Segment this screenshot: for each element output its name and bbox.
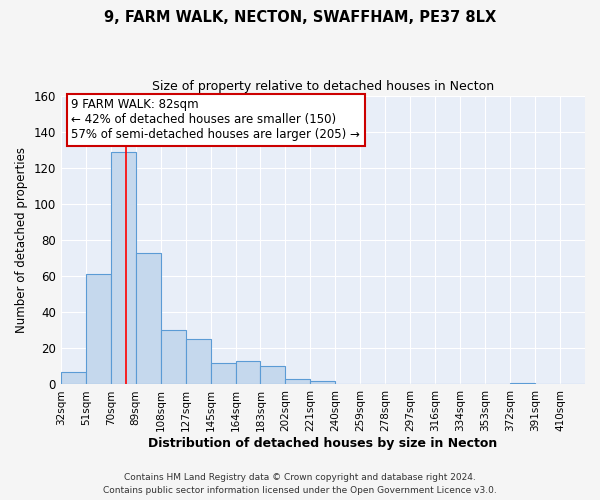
Bar [161,330,185,384]
Bar [185,340,211,384]
Bar [211,363,236,384]
Bar [86,274,111,384]
Text: Contains HM Land Registry data © Crown copyright and database right 2024.
Contai: Contains HM Land Registry data © Crown c… [103,474,497,495]
Title: Size of property relative to detached houses in Necton: Size of property relative to detached ho… [152,80,494,93]
Text: 9, FARM WALK, NECTON, SWAFFHAM, PE37 8LX: 9, FARM WALK, NECTON, SWAFFHAM, PE37 8LX [104,10,496,25]
Text: 9 FARM WALK: 82sqm
← 42% of detached houses are smaller (150)
57% of semi-detach: 9 FARM WALK: 82sqm ← 42% of detached hou… [71,98,360,142]
Bar [310,381,335,384]
Bar [510,382,535,384]
X-axis label: Distribution of detached houses by size in Necton: Distribution of detached houses by size … [148,437,497,450]
Bar [61,372,86,384]
Bar [260,366,286,384]
Bar [136,252,161,384]
Bar [286,379,310,384]
Bar [236,361,260,384]
Bar [111,152,136,384]
Y-axis label: Number of detached properties: Number of detached properties [15,147,28,333]
